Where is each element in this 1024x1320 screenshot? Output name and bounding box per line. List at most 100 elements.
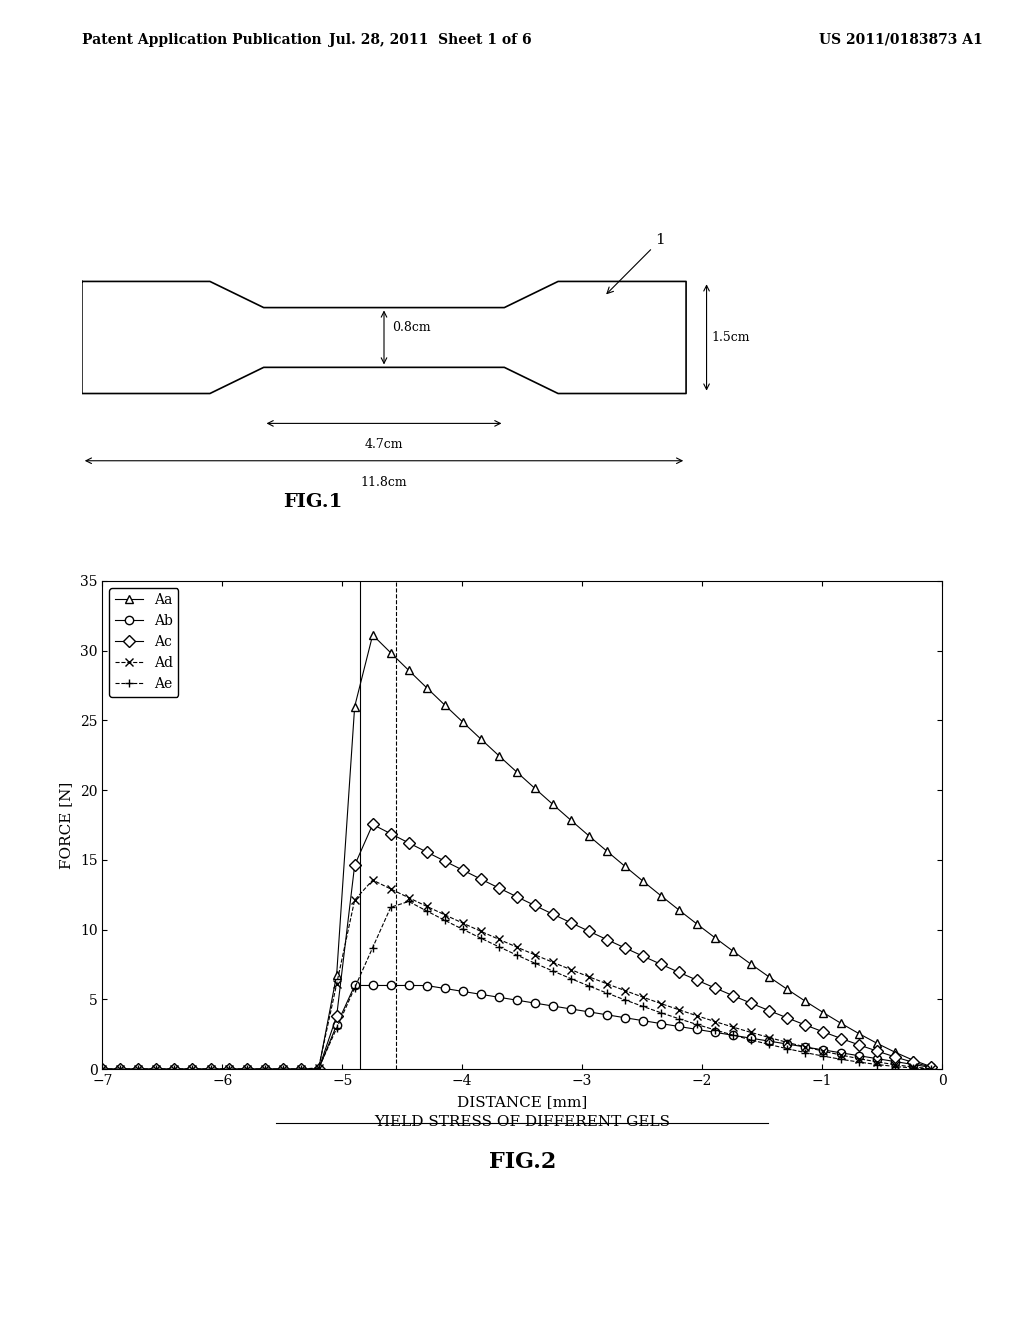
- Ab: [151, 1061, 163, 1077]
- Ad: [673, 1002, 685, 1018]
- Ab: [493, 989, 505, 1005]
- Ac: [186, 1061, 199, 1077]
- Text: 1: 1: [607, 234, 666, 293]
- Aa: [744, 956, 757, 972]
- Ae: [907, 1060, 920, 1076]
- Ab: [295, 1061, 307, 1077]
- Ac: [115, 1061, 127, 1077]
- X-axis label: DISTANCE [mm]: DISTANCE [mm]: [457, 1096, 588, 1109]
- Ad: [168, 1061, 180, 1077]
- Ae: [691, 1016, 703, 1032]
- Aa: [871, 1035, 884, 1051]
- Ac: [618, 940, 631, 956]
- Ae: [654, 1005, 667, 1020]
- Ad: [781, 1035, 794, 1051]
- Aa: [331, 968, 343, 983]
- Ab: [727, 1027, 739, 1043]
- Ad: [241, 1061, 253, 1077]
- Ab: [438, 981, 451, 997]
- Ac: [385, 826, 397, 842]
- Aa: [889, 1044, 901, 1060]
- Aa: [618, 858, 631, 874]
- Ab: [367, 978, 379, 994]
- Aa: [709, 929, 721, 945]
- Ab: [763, 1034, 775, 1049]
- Ac: [312, 1061, 325, 1077]
- Aa: [528, 780, 541, 796]
- Ae: [385, 899, 397, 915]
- Ab: [817, 1041, 829, 1057]
- Ac: [637, 948, 649, 964]
- Aa: [312, 1061, 325, 1077]
- Ab: [241, 1061, 253, 1077]
- Ab: [871, 1051, 884, 1067]
- Ac: [151, 1061, 163, 1077]
- Ae: [853, 1055, 865, 1071]
- Ae: [763, 1036, 775, 1052]
- Ad: [115, 1061, 127, 1077]
- Ac: [168, 1061, 180, 1077]
- Aa: [222, 1061, 234, 1077]
- Ad: [637, 989, 649, 1005]
- Line: Ae: Ae: [98, 898, 936, 1073]
- Ac: [781, 1010, 794, 1026]
- Ae: [115, 1061, 127, 1077]
- Ab: [312, 1061, 325, 1077]
- Ac: [835, 1031, 847, 1047]
- Ae: [258, 1061, 270, 1077]
- Ac: [925, 1059, 937, 1074]
- Ac: [258, 1061, 270, 1077]
- Aa: [421, 680, 433, 696]
- Ad: [528, 946, 541, 962]
- Ae: [673, 1011, 685, 1027]
- Aa: [511, 764, 523, 780]
- Ae: [96, 1061, 109, 1077]
- Ad: [727, 1019, 739, 1035]
- Ae: [799, 1044, 811, 1060]
- Ad: [654, 995, 667, 1011]
- Ad: [511, 940, 523, 956]
- Aa: [151, 1061, 163, 1077]
- Aa: [673, 902, 685, 917]
- Aa: [186, 1061, 199, 1077]
- Aa: [96, 1061, 109, 1077]
- Ad: [186, 1061, 199, 1077]
- Aa: [799, 993, 811, 1008]
- Aa: [295, 1061, 307, 1077]
- Aa: [276, 1061, 289, 1077]
- Aa: [853, 1026, 865, 1041]
- Text: FIG.1: FIG.1: [283, 492, 342, 511]
- Ae: [348, 979, 360, 995]
- Ad: [547, 954, 559, 970]
- Ac: [601, 932, 613, 948]
- Text: US 2011/0183873 A1: US 2011/0183873 A1: [819, 33, 983, 46]
- Ae: [475, 931, 487, 946]
- Ad: [421, 899, 433, 915]
- Ab: [709, 1024, 721, 1040]
- Ac: [367, 817, 379, 833]
- Ad: [151, 1061, 163, 1077]
- Ab: [637, 1012, 649, 1028]
- Ab: [385, 978, 397, 994]
- Ac: [583, 923, 595, 939]
- Ab: [402, 978, 415, 994]
- Aa: [583, 828, 595, 843]
- Ac: [331, 1008, 343, 1024]
- Aa: [835, 1015, 847, 1031]
- Ac: [402, 836, 415, 851]
- Ae: [871, 1056, 884, 1072]
- Ac: [96, 1061, 109, 1077]
- Ac: [438, 853, 451, 869]
- Aa: [258, 1061, 270, 1077]
- Ab: [691, 1022, 703, 1038]
- Ab: [331, 1018, 343, 1034]
- Ae: [331, 1020, 343, 1036]
- Ac: [673, 965, 685, 981]
- Ae: [709, 1022, 721, 1038]
- Ae: [457, 921, 469, 937]
- Ac: [295, 1061, 307, 1077]
- Line: Ab: Ab: [98, 981, 936, 1073]
- Aa: [205, 1061, 217, 1077]
- Ac: [493, 880, 505, 896]
- Aa: [367, 627, 379, 643]
